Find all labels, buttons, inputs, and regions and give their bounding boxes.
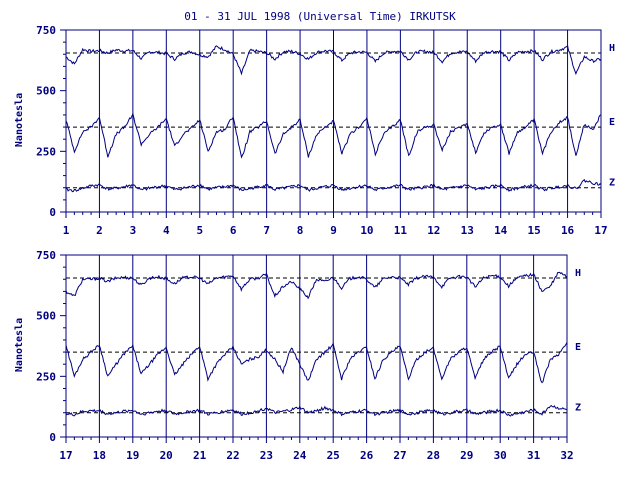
- x-tick-label: 25: [327, 449, 340, 462]
- y-tick-label: 500: [36, 85, 56, 98]
- x-tick-label: 12: [427, 224, 440, 237]
- x-tick-label: 15: [528, 224, 541, 237]
- x-tick-label: 26: [360, 449, 374, 462]
- y-axis-label-top: Nanotesla: [14, 93, 25, 147]
- x-tick-label: 30: [494, 449, 507, 462]
- series-label-h: H: [609, 43, 615, 54]
- series-label-z: Z: [609, 178, 615, 189]
- x-tick-label: 9: [330, 224, 337, 237]
- series-line-h: [65, 271, 568, 300]
- x-tick-label: 5: [196, 224, 203, 237]
- series-label-e: E: [575, 342, 581, 353]
- x-tick-label: 19: [126, 449, 139, 462]
- x-tick-label: 17: [594, 224, 607, 237]
- x-tick-label: 1: [63, 224, 70, 237]
- x-tick-label: 27: [393, 449, 406, 462]
- x-tick-label: 14: [494, 224, 508, 237]
- x-tick-label: 2: [96, 224, 103, 237]
- y-tick-label: 750: [36, 249, 56, 262]
- x-tick-label: 32: [560, 449, 573, 462]
- x-tick-label: 20: [160, 449, 173, 462]
- series-label-h: H: [575, 268, 581, 279]
- x-tick-label: 6: [230, 224, 237, 237]
- x-tick-label: 24: [293, 449, 307, 462]
- x-tick-label: 29: [460, 449, 473, 462]
- y-axis-label-bottom: Nanotesla: [14, 318, 25, 372]
- series-line-z: [65, 178, 602, 193]
- x-tick-label: 7: [263, 224, 270, 237]
- y-tick-label: 500: [36, 310, 56, 323]
- plot-frame: [65, 29, 602, 213]
- y-tick-label: 0: [49, 206, 56, 219]
- x-tick-label: 16: [561, 224, 575, 237]
- series-label-z: Z: [575, 403, 581, 414]
- series-line-e: [65, 342, 568, 384]
- chart-panel-bottom: Nanotesla 17 18 19 20 21 22 23 24 25 26 27 28 29 30 31…: [14, 249, 581, 462]
- x-tick-label: 3: [130, 224, 137, 237]
- x-tick-label: 4: [163, 224, 170, 237]
- y-tick-label: 750: [36, 24, 56, 37]
- x-tick-label: 13: [461, 224, 474, 237]
- y-tick-label: 0: [49, 431, 56, 444]
- x-tick-label: 10: [360, 224, 373, 237]
- series-line-e: [65, 112, 602, 159]
- x-tick-label: 8: [297, 224, 304, 237]
- y-tick-label: 250: [36, 370, 56, 383]
- x-tick-label: 21: [193, 449, 207, 462]
- x-tick-label: 18: [93, 449, 106, 462]
- series-label-e: E: [609, 117, 615, 128]
- x-tick-label: 11: [394, 224, 408, 237]
- x-tick-label: 28: [427, 449, 440, 462]
- x-tick-label: 22: [226, 449, 239, 462]
- plot-frame: [65, 254, 568, 438]
- series-line-h: [65, 44, 602, 76]
- series-line-z: [65, 404, 568, 417]
- x-tick-label: 17: [59, 449, 72, 462]
- chart-panel-top: Nanotesla 1 2 3 4 5 6 7 8 9 10 11 12 13 14 15 16 1702505…: [14, 24, 615, 237]
- chart-title: 01 - 31 JUL 1998 (Universal Time) IRKUTS…: [184, 10, 456, 23]
- y-tick-label: 250: [36, 145, 56, 158]
- x-tick-label: 31: [527, 449, 541, 462]
- x-tick-label: 23: [260, 449, 273, 462]
